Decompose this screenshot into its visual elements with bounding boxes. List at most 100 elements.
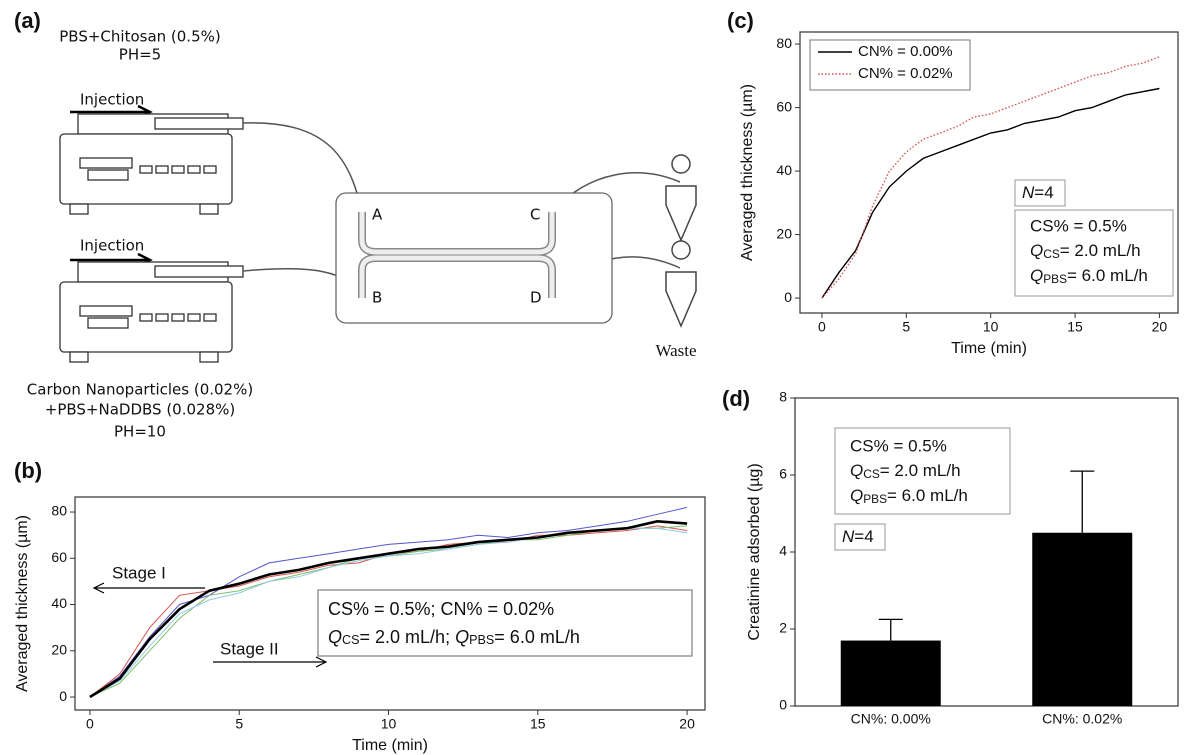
waste-label: Waste — [655, 341, 696, 360]
x-tick-label: CN%: 0.02% — [1042, 711, 1122, 727]
x-tick-label: 10 — [381, 716, 397, 732]
annotation-box — [1014, 209, 1174, 297]
waste-tube — [665, 154, 697, 328]
solution-label: PH=5 — [119, 46, 161, 64]
y-tick-label: 40 — [51, 595, 67, 611]
x-tick-label: 20 — [679, 716, 695, 732]
line-series — [821, 87, 1160, 299]
annotation-box — [834, 523, 886, 551]
y-tick-label: 80 — [776, 35, 792, 51]
annotation: N=4 — [1022, 183, 1054, 202]
solution-label: +PBS+NaDDBS (0.028%) — [45, 401, 235, 419]
annotation-part: CS — [863, 467, 880, 481]
line-series — [89, 519, 688, 699]
annotation-part: = 6.0 mL/h — [1067, 266, 1148, 285]
annotation-part: =4 — [854, 527, 873, 546]
solution-label: PBS+Chitosan (0.5%) — [59, 28, 220, 46]
panel-label: (c) — [727, 8, 754, 33]
annotation-part: = 2.0 mL/h — [880, 461, 961, 480]
x-tick-label: 0 — [86, 716, 94, 732]
bar — [1032, 532, 1133, 706]
x-axis-label: Time (min) — [352, 737, 428, 754]
annotation-part: Q — [1030, 241, 1043, 260]
pump — [59, 113, 244, 215]
panel-label: (a) — [14, 8, 41, 33]
y-tick-label: 4 — [779, 543, 787, 559]
annotation: QPBS= 6.0 mL/h — [1030, 266, 1148, 286]
annotation-part: Q — [850, 461, 863, 480]
stage-label: Stage I — [112, 563, 166, 582]
x-axis-label: Time (min) — [951, 340, 1027, 357]
legend-box — [809, 39, 971, 91]
port-label: D — [530, 289, 542, 307]
y-tick-label: 0 — [779, 697, 787, 713]
annotation-part: = 6.0 mL/h — [887, 486, 968, 505]
arrow — [92, 582, 205, 594]
line-series — [821, 56, 1160, 299]
x-tick-label: 0 — [818, 319, 826, 335]
y-axis-label: Averaged thickness (µm) — [14, 515, 31, 692]
annotation-box — [1014, 179, 1066, 207]
annotation-part: CS — [1043, 247, 1060, 261]
pump — [59, 261, 244, 363]
x-tick-label: 15 — [530, 716, 546, 732]
annotation: QPBS= 6.0 mL/h — [850, 486, 968, 506]
annotation-part: N — [842, 527, 855, 546]
annotation: CS% = 0.5% — [1030, 216, 1127, 235]
error-bar — [878, 618, 903, 641]
port-label: B — [372, 289, 382, 307]
stage-label: Stage II — [220, 639, 279, 658]
annotation-part: PBS — [1043, 272, 1067, 286]
plot-frame — [74, 496, 706, 711]
port-label: C — [530, 206, 540, 224]
y-axis-label: Creatinine adsorbed (µg) — [746, 463, 763, 640]
x-tick-label: 15 — [1067, 319, 1083, 335]
x-tick-label: 5 — [902, 319, 910, 335]
annotation-part: N — [1022, 183, 1035, 202]
y-tick-label: 20 — [776, 225, 792, 241]
x-tick-label: CN%: 0.00% — [851, 711, 931, 727]
y-tick-label: 60 — [776, 98, 792, 114]
annotation: QCS= 2.0 mL/h; QPBS= 6.0 mL/h — [328, 627, 580, 648]
injection-label: Injection — [80, 237, 144, 255]
solution-label: PH=10 — [114, 423, 166, 441]
y-tick-label: 80 — [51, 503, 67, 519]
arrow — [213, 656, 328, 668]
injection-label: Injection — [80, 91, 144, 109]
y-tick-label: 20 — [51, 641, 67, 657]
annotation: QCS= 2.0 mL/h — [1030, 241, 1141, 261]
legend-label: CN% = 0.02% — [858, 65, 953, 82]
port-label: A — [372, 206, 383, 224]
y-axis-label: Averaged thickness (µm) — [739, 84, 756, 261]
panel-label: (b) — [14, 458, 42, 483]
annotation-part: Q — [850, 486, 863, 505]
y-tick-label: 40 — [776, 162, 792, 178]
line-series — [89, 506, 688, 698]
annotation-part: = 6.0 mL/h — [494, 627, 580, 647]
panel-label: (d) — [722, 386, 750, 411]
x-tick-label: 10 — [983, 319, 999, 335]
error-bar — [1070, 470, 1095, 533]
annotation: CS% = 0.5%; CN% = 0.02% — [328, 599, 554, 619]
annotation-part: Q — [328, 627, 342, 647]
y-tick-label: 0 — [59, 688, 67, 704]
annotation-part: CS — [342, 633, 360, 647]
x-tick-label: 5 — [235, 716, 243, 732]
annotation-box — [317, 589, 693, 657]
y-tick-label: 60 — [51, 549, 67, 565]
y-tick-label: 0 — [784, 289, 792, 305]
annotation: CS% = 0.5% — [850, 436, 947, 455]
annotation-box — [834, 427, 1011, 515]
bar — [840, 640, 941, 706]
annotation-part: PBS — [863, 492, 887, 506]
channel — [359, 212, 555, 298]
annotation-part: = 2.0 mL/h — [1060, 241, 1141, 260]
solution-label: Carbon Nanoparticles (0.02%) — [27, 381, 253, 399]
x-tick-label: 20 — [1152, 319, 1168, 335]
y-tick-label: 8 — [779, 389, 787, 405]
annotation-part: =4 — [1034, 183, 1053, 202]
annotation-part: PBS — [469, 633, 494, 647]
annotation: QCS= 2.0 mL/h — [850, 461, 961, 481]
y-tick-label: 6 — [779, 466, 787, 482]
